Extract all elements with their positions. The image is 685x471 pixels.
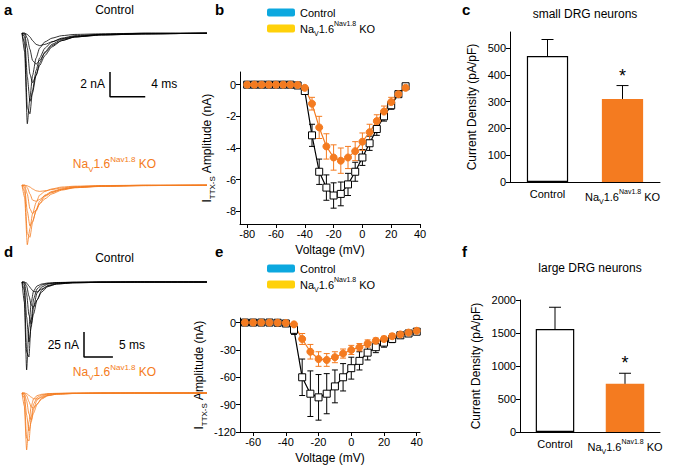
svg-text:Amplitude (nA): Amplitude (nA) [200, 94, 214, 176]
svg-text:40: 40 [414, 228, 426, 240]
svg-text:0: 0 [359, 228, 365, 240]
svg-text:*: * [619, 66, 626, 86]
svg-text:4 ms: 4 ms [151, 77, 177, 91]
svg-text:-90: -90 [220, 399, 236, 411]
svg-text:300: 300 [488, 96, 506, 108]
svg-text:a: a [4, 1, 13, 18]
svg-text:Voltage (mV): Voltage (mV) [295, 243, 364, 257]
svg-text:d: d [4, 243, 13, 260]
svg-text:1.6: 1.6 [319, 279, 334, 291]
svg-text:large DRG neurons: large DRG neurons [538, 261, 641, 275]
svg-text:V: V [599, 198, 604, 205]
svg-text:V: V [88, 164, 94, 174]
svg-text:-20: -20 [326, 228, 342, 240]
svg-text:Na: Na [300, 23, 315, 35]
svg-text:I: I [192, 426, 206, 430]
svg-text:Control: Control [300, 263, 335, 275]
svg-text:1.6: 1.6 [606, 441, 621, 453]
svg-text:KO: KO [136, 157, 157, 171]
svg-text:e: e [215, 243, 223, 260]
svg-text:Control: Control [95, 251, 134, 265]
svg-text:1.6: 1.6 [93, 157, 110, 171]
svg-text:Nav1.8: Nav1.8 [110, 363, 136, 372]
svg-text:V: V [88, 372, 94, 382]
svg-text:0: 0 [510, 426, 516, 438]
svg-text:-4: -4 [226, 142, 236, 154]
svg-text:20: 20 [385, 228, 397, 240]
svg-text:TTX-S: TTX-S [208, 176, 217, 199]
svg-text:Amplitude (nA): Amplitude (nA) [192, 321, 206, 403]
svg-text:500: 500 [488, 42, 506, 54]
svg-text:1.6: 1.6 [93, 365, 110, 379]
svg-text:Nav1.8: Nav1.8 [621, 438, 643, 445]
svg-text:KO: KO [641, 191, 660, 203]
svg-text:-60: -60 [268, 228, 284, 240]
svg-text:0: 0 [230, 79, 236, 91]
svg-text:Control: Control [300, 7, 335, 19]
svg-text:KO: KO [136, 365, 157, 379]
svg-text:Na: Na [300, 279, 315, 291]
svg-text:-80: -80 [239, 228, 255, 240]
svg-text:f: f [462, 243, 468, 260]
svg-text:-40: -40 [278, 436, 294, 448]
svg-text:5 ms: 5 ms [119, 338, 145, 352]
svg-text:TTX-S: TTX-S [200, 403, 209, 426]
svg-text:-2: -2 [226, 110, 236, 122]
svg-text:-6: -6 [226, 174, 236, 186]
svg-text:KO: KO [356, 279, 375, 291]
svg-text:200: 200 [488, 122, 506, 134]
svg-text:2 nA: 2 nA [80, 77, 105, 91]
svg-text:0: 0 [500, 176, 506, 188]
svg-text:KO: KO [644, 441, 663, 453]
svg-text:-40: -40 [297, 228, 313, 240]
svg-text:V: V [314, 30, 319, 37]
svg-text:1500: 1500 [492, 327, 516, 339]
svg-text:500: 500 [498, 393, 516, 405]
svg-text:0: 0 [348, 436, 354, 448]
svg-text:-8: -8 [226, 205, 236, 217]
svg-text:c: c [462, 1, 470, 18]
svg-text:*: * [621, 353, 628, 373]
svg-text:V: V [314, 286, 319, 293]
svg-text:400: 400 [488, 69, 506, 81]
svg-text:small DRG neurons: small DRG neurons [533, 7, 638, 21]
svg-text:-20: -20 [311, 436, 327, 448]
svg-text:1000: 1000 [492, 360, 516, 372]
svg-text:1.6: 1.6 [319, 23, 334, 35]
svg-text:Control: Control [537, 438, 572, 450]
svg-text:2000: 2000 [492, 294, 516, 306]
svg-text:40: 40 [411, 436, 423, 448]
svg-text:I: I [200, 199, 214, 203]
svg-text:1.6: 1.6 [604, 191, 619, 203]
svg-text:Nav1.8: Nav1.8 [334, 20, 356, 27]
svg-text:-120: -120 [214, 426, 236, 438]
svg-text:0: 0 [230, 317, 236, 329]
svg-text:Control: Control [95, 3, 134, 17]
svg-text:Na: Na [587, 441, 602, 453]
svg-text:Na: Na [73, 157, 89, 171]
svg-text:Nav1.8: Nav1.8 [619, 188, 641, 195]
svg-text:Na: Na [73, 365, 89, 379]
svg-text:Control: Control [530, 188, 565, 200]
svg-text:Current Density (pA/pF): Current Density (pA/pF) [465, 44, 479, 171]
svg-text:Current Density (pA/pF): Current Density (pA/pF) [469, 303, 483, 430]
svg-text:Nav1.8: Nav1.8 [334, 276, 356, 283]
svg-text:Voltage (mV): Voltage (mV) [295, 451, 364, 465]
svg-text:20: 20 [378, 436, 390, 448]
svg-text:Na: Na [585, 191, 600, 203]
svg-text:-60: -60 [245, 436, 261, 448]
svg-text:25 nA: 25 nA [48, 338, 79, 352]
svg-text:KO: KO [356, 23, 375, 35]
svg-text:Nav1.8: Nav1.8 [110, 155, 136, 164]
svg-text:-30: -30 [220, 344, 236, 356]
svg-text:V: V [601, 448, 607, 455]
svg-text:100: 100 [488, 149, 506, 161]
svg-text:-60: -60 [220, 371, 236, 383]
svg-text:b: b [215, 1, 224, 18]
